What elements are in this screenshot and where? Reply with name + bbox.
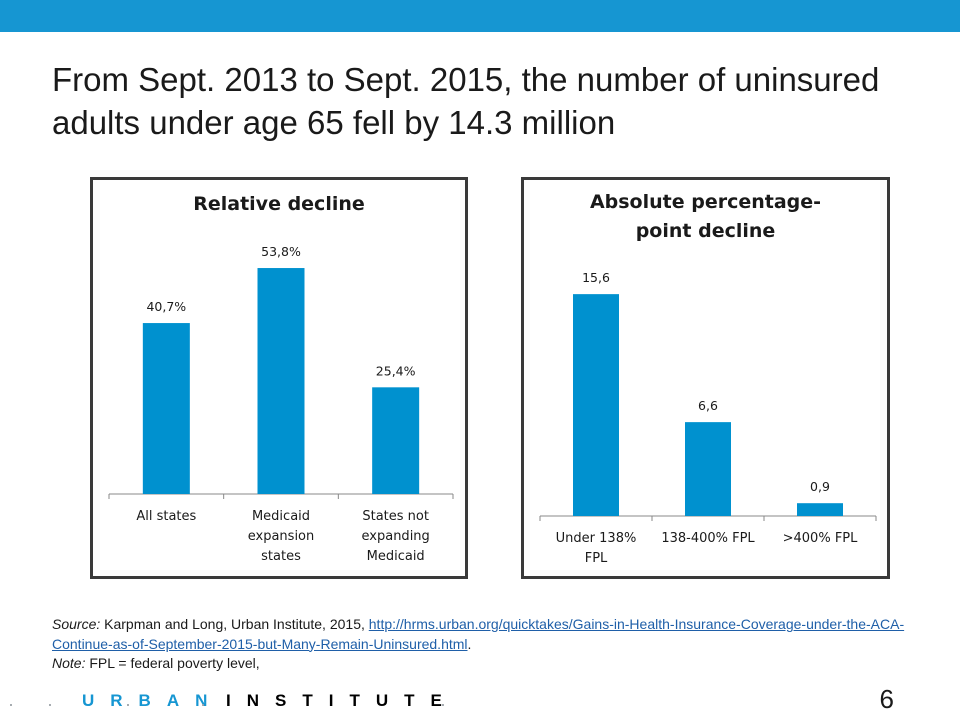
bar [372, 387, 420, 494]
note-text: FPL = federal poverty level, [85, 655, 260, 671]
footer-dots-right: · [440, 694, 460, 714]
slide-title: From Sept. 2013 to Sept. 2015, the numbe… [52, 61, 880, 141]
source-after: . [467, 635, 472, 652]
brand-institute: INSTITUTE [226, 691, 458, 710]
category-label: Under 138% [556, 531, 637, 546]
data-label: 6,6 [698, 398, 718, 413]
note-label: Note: [52, 655, 86, 671]
footer: · · · · URBAN · INSTITUTE · 6 [0, 684, 960, 720]
source-link[interactable]: http://hrms.urban.org/quicktakes/Gains-i… [52, 616, 905, 652]
bar [685, 422, 731, 516]
source-text: Karpman and Long, Urban Institute, 2015, [100, 616, 369, 632]
category-label: states [261, 549, 301, 564]
category-label: Medicaid [367, 549, 425, 564]
source-line: Source: Karpman and Long, Urban Institut… [52, 615, 932, 654]
bar [257, 268, 305, 494]
category-label: All states [136, 509, 196, 524]
bar [573, 294, 619, 516]
data-label: 0,9 [810, 479, 830, 494]
relative-decline-chart: Relative decline 40,7% All states 53,8% Medi… [90, 177, 468, 579]
data-label: 40,7% [146, 299, 186, 314]
absolute-decline-chart: Absolute percentage-point decline 15,6 Und… [521, 177, 890, 579]
top-accent-bar [0, 0, 960, 32]
page-number: 6 [879, 684, 894, 714]
category-label: >400% FPL [783, 531, 859, 546]
footer-dots-left: · · · · [8, 694, 145, 714]
category-label: expansion [248, 529, 315, 544]
absolute-decline-svg: Absolute percentage-point decline 15,6 Und… [539, 191, 877, 566]
footer-separator: · [200, 694, 220, 714]
chart-title: point decline [636, 220, 776, 242]
bar [797, 503, 843, 516]
brand-urban: URBAN [82, 691, 224, 710]
note-line: Note: FPL = federal poverty level, [52, 654, 932, 674]
category-label: expanding [362, 529, 430, 544]
source-note: Source: Karpman and Long, Urban Institut… [52, 615, 932, 674]
category-label: States not [362, 509, 429, 524]
chart-title: Absolute percentage- [590, 191, 821, 213]
category-label: 138-400% FPL [661, 531, 755, 546]
relative-decline-svg: Relative decline 40,7% All states 53,8% Medi… [108, 193, 454, 564]
category-label: FPL [585, 551, 608, 566]
data-label: 25,4% [376, 363, 416, 378]
chart-title: Relative decline [193, 193, 365, 215]
category-label: Medicaid [252, 509, 310, 524]
source-label: Source: [52, 616, 101, 632]
data-label: 53,8% [261, 244, 301, 259]
data-label: 15,6 [582, 270, 610, 285]
bar [142, 323, 190, 494]
